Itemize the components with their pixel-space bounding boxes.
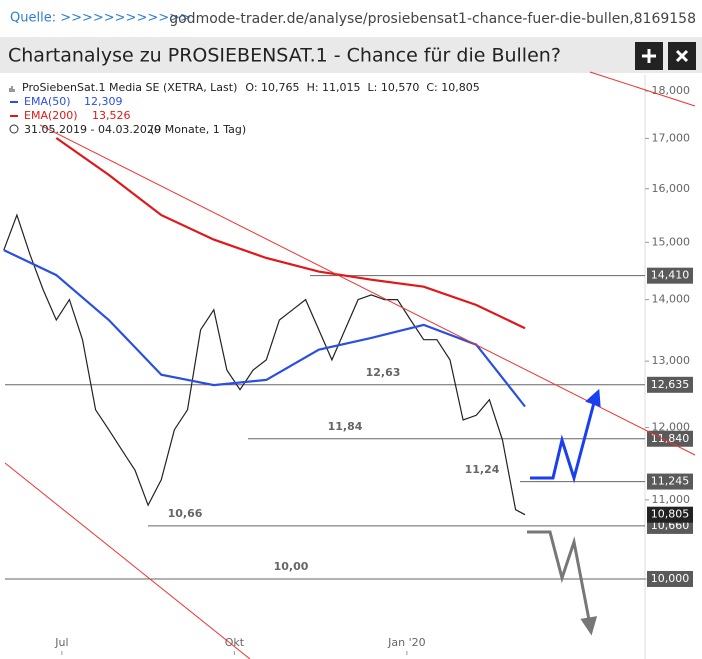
scenario-up [530,388,601,484]
level-note: 10,00 [274,560,309,573]
level-label: 12,635 [651,378,690,391]
y-tick-label: 16,000 [652,182,691,195]
instrument: ProSiebenSat.1 Media SE (XETRA, Last) [22,81,237,94]
legend-label: EMA(200) [24,109,78,122]
series-line [3,249,526,408]
close-button[interactable] [668,42,696,70]
level-label: 11,245 [651,475,690,488]
y-tick-label: 13,000 [652,354,691,367]
y-tick-label: 15,000 [652,235,691,248]
level-box [647,473,693,490]
y-tick-label: 17,000 [652,131,691,144]
ohlc: L: 10,570 [368,81,420,94]
y-tick-label: 11,000 [652,493,691,506]
level-note: 11,84 [328,420,363,433]
period: 31.05.2019 - 04.03.2020 [24,123,161,136]
level-box [647,267,693,284]
scenario-down [527,530,598,636]
plot: 10,000 11,000 12,000 13,000 14,000 15,000 16,0… [3,84,693,655]
x-tick-label: Jul [54,636,68,649]
level-box [647,376,693,393]
source-link[interactable]: Quelle: >>>>>>>>>>>> [10,11,191,26]
title: Chartanalyse zu PROSIEBENSAT.1 - Chance … [8,45,561,67]
url: godmode-trader.de/analyse/prosiebensat1-… [169,11,696,27]
y-tick-label: 14,000 [652,293,691,306]
level-note: 10,66 [168,507,203,520]
ohlc: H: 11,015 [307,81,361,94]
y-tick-label: 18,000 [652,84,691,97]
level-box [647,430,693,447]
ohlc: C: 10,805 [426,81,479,94]
x-tick-label: Okt [225,636,245,649]
trend-lines [4,71,696,659]
ohlc: O: 10,765 [245,81,299,94]
series-line [3,213,526,516]
legend-value: 13,526 [92,109,131,122]
level-note: 11,24 [465,463,500,476]
level-note: 12,63 [366,366,401,379]
x-tick-label: Jan '20 [387,636,425,649]
title-bar [0,37,702,73]
source-bar [0,0,702,36]
legend-label: EMA(50) [24,95,71,108]
level-label: 11,840 [651,432,690,445]
series-line [55,137,526,330]
legend-value: 12,309 [84,95,123,108]
last-label: 10,805 [651,508,690,521]
y-tick-label: 12,000 [652,421,691,434]
period-note: (9 Monate, 1 Tag) [150,123,246,136]
expand-button[interactable] [635,42,663,70]
legend: ProSiebenSat.1 Media SE (XETRA, Last) EM… [9,81,246,136]
level-box [647,570,693,587]
level-label: 14,410 [651,269,690,282]
level-label: 10,000 [651,572,690,585]
last-box [647,506,693,523]
